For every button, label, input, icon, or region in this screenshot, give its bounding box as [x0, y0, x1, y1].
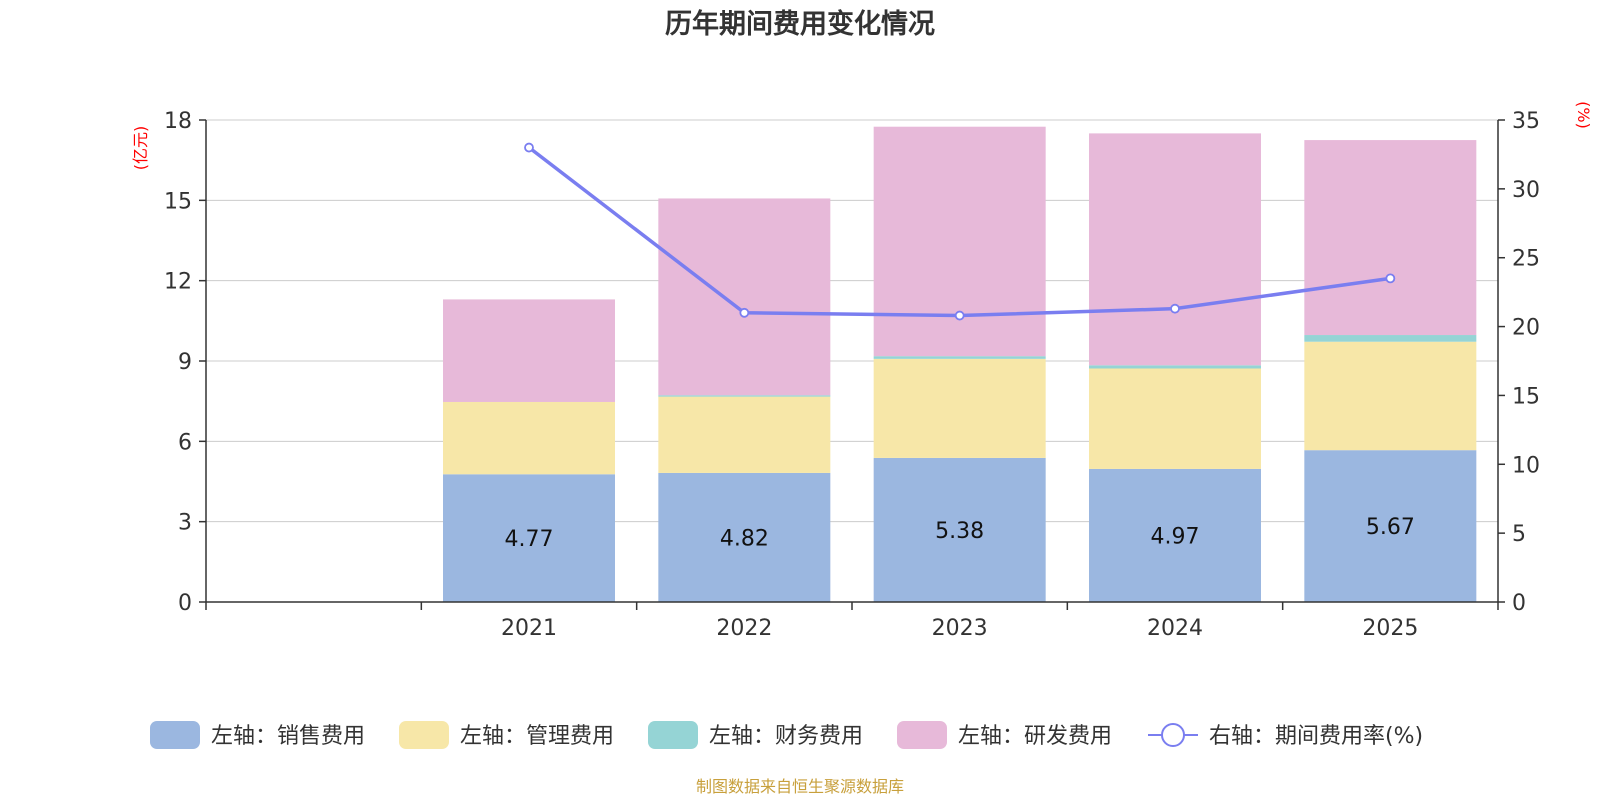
- x-tick-label: 2023: [932, 616, 988, 641]
- left-tick-label: 6: [178, 430, 192, 455]
- rate-point[interactable]: [739, 307, 750, 318]
- bar-2-2025[interactable]: [1304, 341, 1477, 451]
- bar-1-2022[interactable]: [658, 472, 831, 602]
- legend-circle-marker: [1161, 723, 1185, 747]
- chart-title: 历年期间费用变化情况: [665, 8, 935, 40]
- legend-label: 右轴：期间费用率(%): [1209, 724, 1423, 749]
- bar-1-2021[interactable]: [443, 474, 615, 602]
- x-tick-label: 2024: [1147, 616, 1203, 641]
- legend-label: 左轴：销售费用: [211, 724, 365, 749]
- rate-point[interactable]: [1170, 303, 1180, 314]
- legend-item[interactable]: 左轴：管理费用: [399, 721, 614, 749]
- legend-swatch: [897, 721, 947, 749]
- x-tick-label: 2021: [501, 616, 557, 641]
- legend-swatch: [399, 721, 449, 749]
- left-tick-label: 9: [178, 350, 192, 375]
- x-tick-label: 2025: [1362, 616, 1418, 641]
- rate-point[interactable]: [1385, 273, 1396, 284]
- bar-1-2023[interactable]: [873, 457, 1046, 602]
- bar-2-2021[interactable]: [443, 401, 615, 475]
- right-tick-label: 10: [1512, 453, 1540, 478]
- right-tick-label: 25: [1512, 247, 1540, 272]
- source-note: 制图数据来自恒生聚源数据库: [696, 777, 904, 796]
- legend-label: 左轴：财务费用: [709, 724, 863, 749]
- right-tick-label: 35: [1512, 109, 1540, 134]
- bar-4-2024[interactable]: [1089, 133, 1261, 366]
- left-axis-unit: (亿元): [131, 126, 150, 171]
- bar-data-label: 4.82: [720, 526, 769, 551]
- bar-data-label: 5.38: [935, 519, 984, 544]
- legend[interactable]: 左轴：销售费用 左轴：管理费用 左轴：财务费用 左轴：研发费用 右轴：期间费用率(%): [150, 721, 1423, 749]
- left-tick-label: 12: [164, 270, 192, 295]
- legend-label: 左轴：管理费用: [460, 724, 614, 749]
- grid: [206, 119, 1498, 523]
- right-axis-unit: (%): [1574, 101, 1593, 129]
- right-tick-label: 15: [1512, 384, 1540, 409]
- right-tick-label: 30: [1512, 178, 1540, 203]
- bar-3-2023[interactable]: [873, 356, 1046, 359]
- right-tick-label: 20: [1512, 316, 1540, 341]
- bars: [443, 126, 1477, 602]
- bar-3-2022[interactable]: [658, 395, 831, 397]
- bar-data-label: 4.97: [1151, 524, 1200, 549]
- legend-item[interactable]: 左轴：财务费用: [648, 721, 863, 749]
- rate-line: [524, 142, 1396, 321]
- x-tick-label: 2022: [716, 616, 772, 641]
- rate-point[interactable]: [524, 142, 534, 153]
- bar-4-2021[interactable]: [443, 299, 615, 402]
- bar-4-2025[interactable]: [1304, 140, 1477, 336]
- legend-label: 左轴：研发费用: [958, 724, 1112, 749]
- left-tick-label: 18: [164, 109, 192, 134]
- bar-2-2022[interactable]: [658, 396, 831, 473]
- value-labels: 4.77 4.82 5.38 4.97 5.67: [505, 515, 1415, 552]
- right-tick-label: 5: [1512, 522, 1526, 547]
- legend-swatch: [648, 721, 698, 749]
- bar-2-2024[interactable]: [1089, 368, 1261, 469]
- bar-1-2025[interactable]: [1304, 450, 1477, 602]
- legend-swatch: [150, 721, 200, 749]
- bar-1-2024[interactable]: [1089, 468, 1261, 602]
- bar-3-2024[interactable]: [1089, 365, 1261, 369]
- legend-item[interactable]: 右轴：期间费用率(%): [1148, 723, 1423, 749]
- right-tick-label: 0: [1512, 591, 1526, 616]
- left-tick-label: 15: [164, 189, 192, 214]
- legend-item[interactable]: 左轴：销售费用: [150, 721, 365, 749]
- legend-item[interactable]: 左轴：研发费用: [897, 721, 1112, 749]
- rate-point[interactable]: [954, 310, 965, 321]
- bar-4-2022[interactable]: [658, 198, 831, 396]
- left-tick-label: 0: [178, 591, 192, 616]
- left-tick-label: 3: [178, 511, 192, 536]
- bar-2-2023[interactable]: [873, 358, 1046, 458]
- bar-4-2023[interactable]: [873, 126, 1046, 357]
- bar-data-label: 4.77: [505, 527, 554, 552]
- bar-data-label: 5.67: [1366, 515, 1415, 540]
- bar-3-2025[interactable]: [1304, 335, 1477, 342]
